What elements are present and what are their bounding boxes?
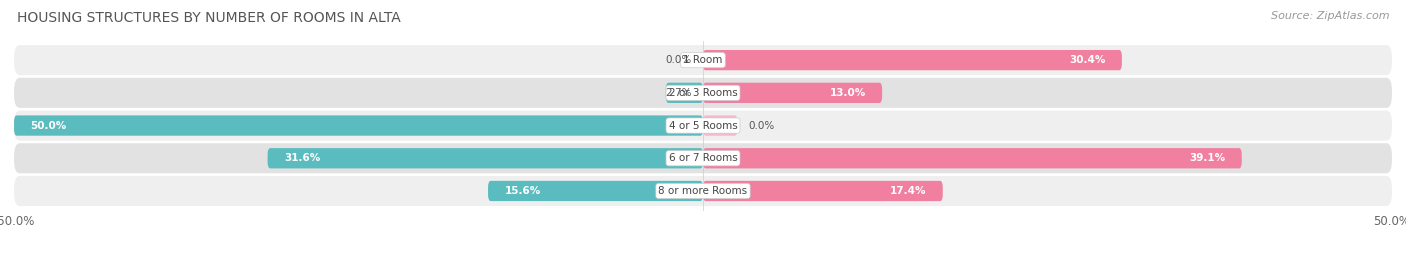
Text: 0.0%: 0.0% — [665, 55, 692, 65]
Text: 0.0%: 0.0% — [748, 120, 775, 131]
FancyBboxPatch shape — [703, 83, 882, 103]
Text: 2 or 3 Rooms: 2 or 3 Rooms — [669, 88, 737, 98]
FancyBboxPatch shape — [703, 148, 1241, 168]
FancyBboxPatch shape — [488, 181, 703, 201]
Text: 39.1%: 39.1% — [1189, 153, 1225, 163]
FancyBboxPatch shape — [14, 45, 1392, 75]
FancyBboxPatch shape — [14, 143, 1392, 173]
Text: 31.6%: 31.6% — [284, 153, 321, 163]
Text: 17.4%: 17.4% — [890, 186, 927, 196]
Text: 50.0%: 50.0% — [31, 120, 67, 131]
FancyBboxPatch shape — [666, 83, 703, 103]
Text: 4 or 5 Rooms: 4 or 5 Rooms — [669, 120, 737, 131]
FancyBboxPatch shape — [703, 115, 738, 136]
Text: 13.0%: 13.0% — [830, 88, 866, 98]
FancyBboxPatch shape — [14, 78, 1392, 108]
Text: 2.7%: 2.7% — [665, 88, 692, 98]
Text: HOUSING STRUCTURES BY NUMBER OF ROOMS IN ALTA: HOUSING STRUCTURES BY NUMBER OF ROOMS IN… — [17, 11, 401, 25]
Text: 15.6%: 15.6% — [505, 186, 541, 196]
FancyBboxPatch shape — [14, 176, 1392, 206]
Text: 8 or more Rooms: 8 or more Rooms — [658, 186, 748, 196]
Text: 1 Room: 1 Room — [683, 55, 723, 65]
FancyBboxPatch shape — [703, 50, 1122, 70]
FancyBboxPatch shape — [14, 115, 703, 136]
FancyBboxPatch shape — [267, 148, 703, 168]
Text: Source: ZipAtlas.com: Source: ZipAtlas.com — [1271, 11, 1389, 21]
FancyBboxPatch shape — [14, 110, 1392, 141]
Text: 30.4%: 30.4% — [1069, 55, 1105, 65]
FancyBboxPatch shape — [703, 181, 943, 201]
Text: 6 or 7 Rooms: 6 or 7 Rooms — [669, 153, 737, 163]
